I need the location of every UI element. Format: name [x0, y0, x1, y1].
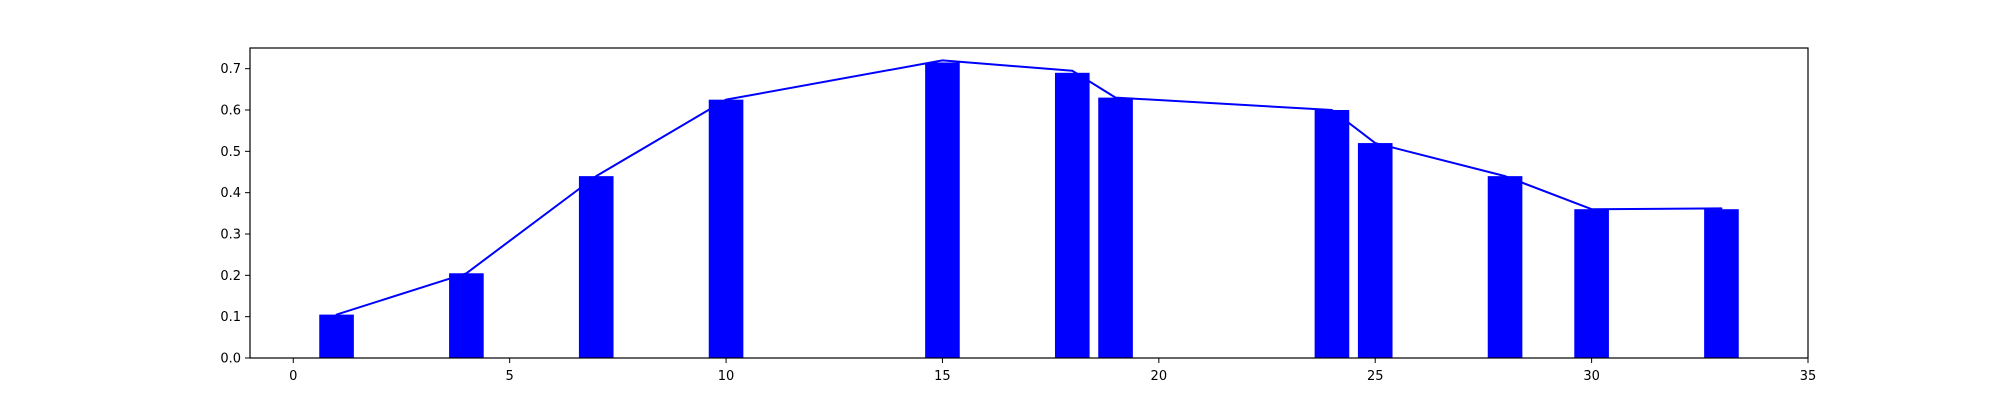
- y-tick-label-3: 0.3: [220, 228, 241, 243]
- bar-10: [1574, 209, 1609, 358]
- bar-9: [1487, 176, 1523, 358]
- bar-0: [319, 314, 354, 358]
- x-tick-label-1: 5: [506, 369, 514, 384]
- y-tick-label-1: 0.1: [220, 310, 241, 325]
- bar-6: [1098, 97, 1133, 358]
- y-tick-label-5: 0.5: [220, 145, 241, 160]
- axes-layer: 0 5 10 15 20 25 30 35 0.0 0.1 0.2 0.3 0.4 0.5 0.6 0.7: [220, 47, 1817, 384]
- bar-2: [578, 176, 614, 358]
- line-series: [335, 59, 1723, 316]
- line-layer: [335, 59, 1723, 316]
- bar-1: [449, 273, 484, 358]
- bar-8: [1357, 143, 1393, 358]
- x-tick-label-6: 30: [1583, 369, 1600, 384]
- y-tick-label-6: 0.6: [220, 104, 241, 119]
- y-tick-label-0: 0.0: [220, 352, 241, 367]
- bar-4: [925, 62, 960, 358]
- y-tick-label-2: 0.2: [220, 269, 241, 284]
- bar-3: [708, 99, 744, 359]
- y-tick-label-4: 0.4: [220, 186, 241, 201]
- x-tick-label-3: 15: [934, 369, 951, 384]
- x-tick-label-5: 25: [1367, 369, 1384, 384]
- y-tick-label-7: 0.7: [220, 62, 241, 77]
- x-tick-label-4: 20: [1151, 369, 1168, 384]
- bars-layer: [319, 62, 1739, 359]
- plot-frame: [249, 47, 1809, 359]
- x-tick-label-7: 35: [1800, 369, 1817, 384]
- bar-5: [1054, 72, 1090, 359]
- bar-7: [1314, 110, 1350, 358]
- x-tick-label-2: 10: [718, 369, 735, 384]
- x-tick-label-0: 0: [289, 369, 297, 384]
- bar-11: [1704, 209, 1739, 358]
